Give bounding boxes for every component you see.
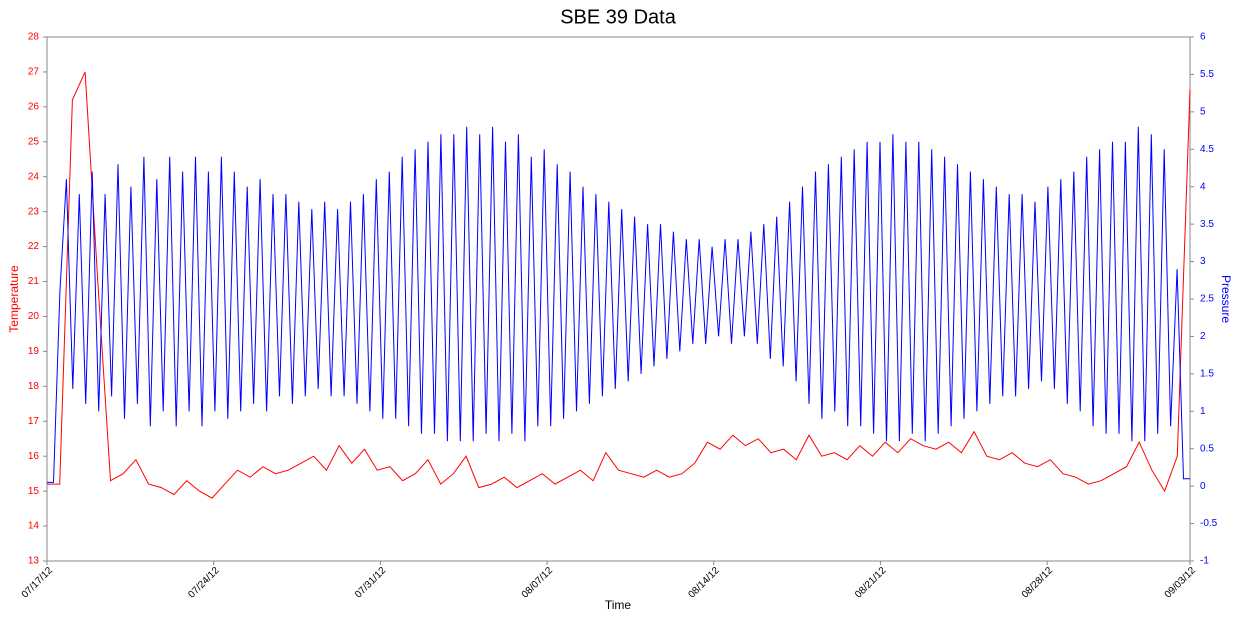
x-tick-label: 08/28/12: [1020, 565, 1056, 601]
y2-tick-label: 2.5: [1200, 294, 1214, 305]
y-tick-label: 22: [28, 241, 40, 252]
chart-title: SBE 39 Data: [560, 6, 677, 28]
y2-tick-label: -0.5: [1200, 518, 1218, 529]
y2-tick-label: 2: [1200, 331, 1206, 342]
y-tick-label: 18: [28, 381, 40, 392]
y-tick-label: 20: [28, 311, 40, 322]
y2-tick-label: 0: [1200, 481, 1206, 492]
x-tick-label: 08/07/12: [520, 565, 556, 601]
x-tick-label: 09/03/12: [1163, 565, 1199, 601]
y-tick-label: 14: [28, 521, 40, 532]
y2-tick-label: 3: [1200, 256, 1206, 267]
y2-tick-label: 6: [1200, 32, 1206, 43]
y2-axis-label: Pressure: [1219, 275, 1233, 323]
y2-tick-label: 5.5: [1200, 69, 1214, 80]
y2-tick-label: 5: [1200, 106, 1206, 117]
x-tick-label: 08/14/12: [686, 565, 722, 601]
data-line: [47, 71, 1191, 499]
x-tick-label: 07/17/12: [20, 565, 56, 601]
x-tick-label: 07/24/12: [186, 565, 222, 601]
y2-tick-label: 3.5: [1200, 219, 1214, 230]
y-tick-label: 13: [28, 556, 40, 567]
y-tick-label: 21: [28, 276, 40, 287]
y-tick-label: 16: [28, 451, 40, 462]
y-tick-label: 27: [28, 67, 40, 78]
y2-tick-label: 4: [1200, 181, 1206, 192]
y-axis-label: Temperature: [7, 265, 21, 333]
y-tick-label: 17: [28, 416, 40, 427]
y-tick-label: 19: [28, 346, 40, 357]
x-tick-label: 08/21/12: [853, 565, 889, 601]
y-tick-label: 26: [28, 102, 40, 113]
x-axis-label: Time: [605, 598, 632, 612]
y-tick-label: 24: [28, 171, 40, 182]
x-tick-label: 07/31/12: [353, 565, 389, 601]
y2-tick-label: 1: [1200, 406, 1206, 417]
y2-tick-label: 1.5: [1200, 368, 1214, 379]
y-tick-label: 25: [28, 136, 40, 147]
y2-tick-label: 4.5: [1200, 144, 1214, 155]
data-line: [47, 126, 1190, 483]
y2-tick-label: -1: [1200, 556, 1209, 567]
y2-tick-label: 0.5: [1200, 443, 1214, 454]
y-tick-label: 15: [28, 486, 40, 497]
y-tick-label: 28: [28, 32, 40, 43]
y-tick-label: 23: [28, 206, 40, 217]
